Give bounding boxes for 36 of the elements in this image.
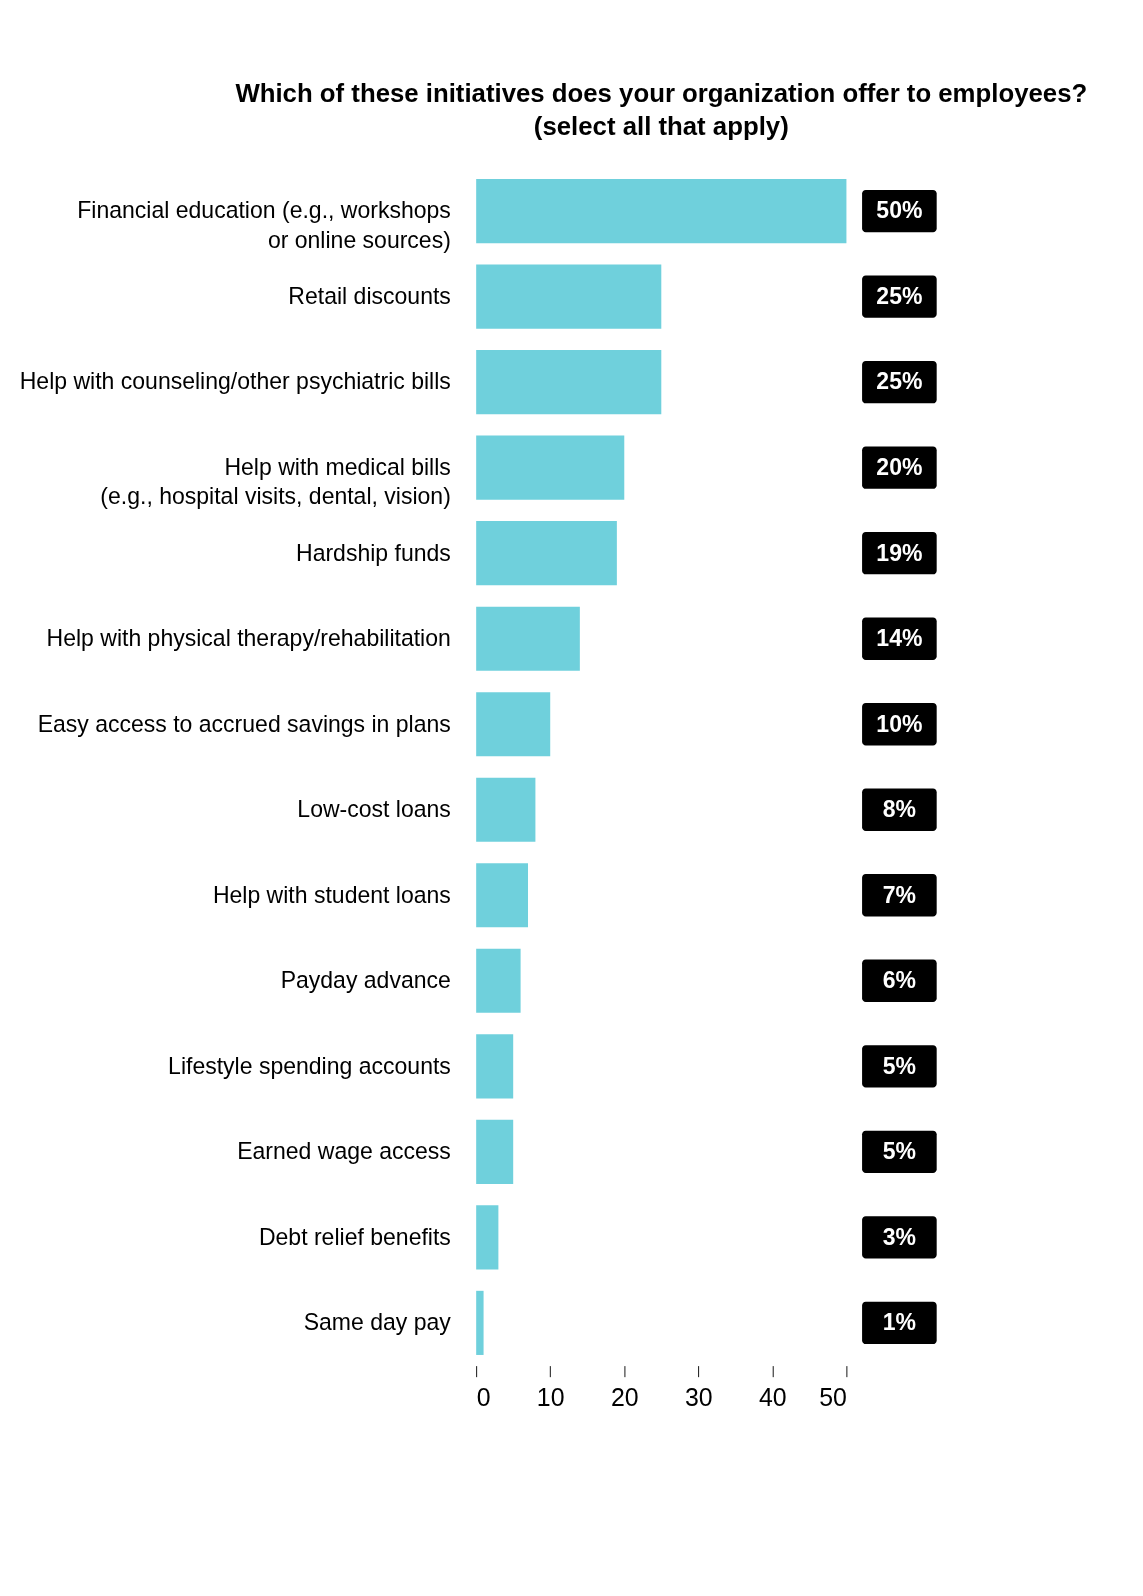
data-label: 19% xyxy=(876,539,923,566)
y-tick-label: Help with counseling/other psychiatric bills xyxy=(19,368,451,395)
x-tick-label: 10 xyxy=(536,1382,565,1411)
y-tick-label: Help with student loans xyxy=(212,881,451,908)
x-tick-label: 40 xyxy=(759,1382,787,1411)
y-tick-label: Help with medical bills (e.g., hospital visits, dental, vision) xyxy=(100,454,451,510)
y-tick-label: Debt relief benefits xyxy=(258,1223,451,1250)
data-label: 7% xyxy=(882,881,917,908)
y-tick-label: Same day pay xyxy=(303,1309,452,1336)
data-label: 8% xyxy=(882,796,917,823)
data-label: 50% xyxy=(876,197,923,224)
y-tick-label: Payday advance xyxy=(280,967,451,994)
text: Which of these initiatives does your organization offer to employees? xyxy=(235,79,1088,107)
x-tick-label: 0 xyxy=(476,1382,491,1411)
data-label: 1% xyxy=(882,1309,917,1336)
y-tick-label: Help with physical therapy/rehabilitation xyxy=(46,625,451,652)
y-tick-label: Lifestyle spending accounts xyxy=(168,1052,451,1079)
text: (select all that apply) xyxy=(533,112,789,141)
data-label: 20% xyxy=(876,454,923,481)
data-label: 25% xyxy=(876,368,923,395)
x-tick-label: 30 xyxy=(684,1382,713,1411)
data-label: 14% xyxy=(876,625,923,652)
data-label: 10% xyxy=(876,710,923,737)
data-label: 25% xyxy=(876,282,923,309)
y-tick-label: Hardship funds xyxy=(296,539,451,566)
y-tick-label: Low-cost loans xyxy=(297,796,451,823)
y-tick-label: Earned wage access xyxy=(237,1138,451,1165)
y-tick-label: Retail discounts xyxy=(288,282,451,309)
x-tick-label: 50 xyxy=(819,1382,847,1411)
y-tick-label: Financial education (e.g., workshops or online sources) xyxy=(77,197,451,253)
x-tick-label: 20 xyxy=(610,1382,639,1411)
data-label: 6% xyxy=(882,967,917,994)
data-label: 3% xyxy=(882,1223,917,1250)
data-label: 5% xyxy=(882,1138,917,1165)
data-label: 5% xyxy=(882,1052,917,1079)
y-tick-label: Easy access to accrued savings in plans xyxy=(37,710,451,737)
